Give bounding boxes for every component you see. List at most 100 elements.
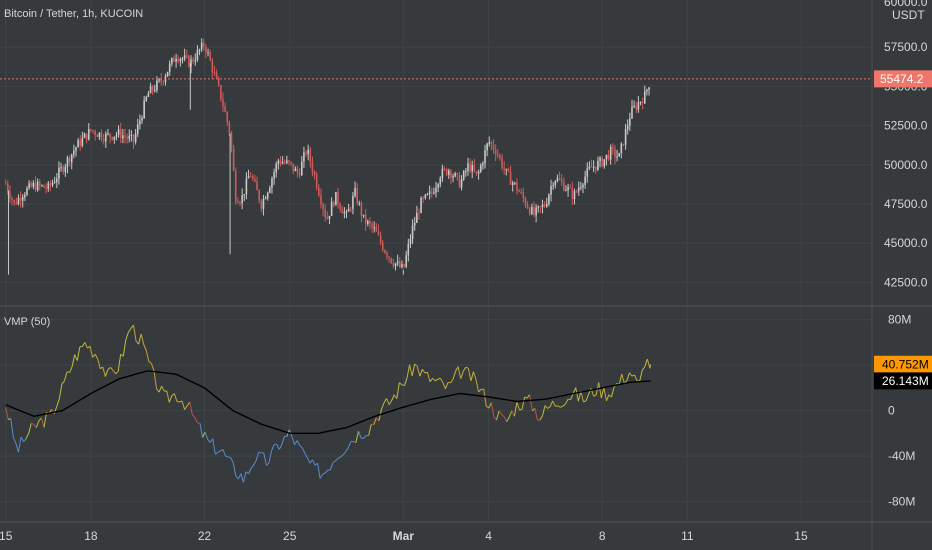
- candle-body: [409, 238, 412, 244]
- candle-body: [469, 163, 471, 172]
- vmp-segment: [207, 438, 211, 443]
- candle-body: [352, 196, 354, 209]
- candle-body: [488, 142, 491, 144]
- candle-body: [435, 187, 437, 193]
- candle-body: [211, 60, 214, 73]
- candle-body: [28, 183, 30, 189]
- vmp-segment: [373, 417, 377, 425]
- current-price-badge-label: 55474.2: [880, 72, 924, 86]
- candle-body: [102, 139, 105, 142]
- vmp-segment: [20, 436, 25, 442]
- vmp-segment: [483, 389, 487, 407]
- candle-body: [56, 178, 58, 183]
- vmp-segment: [56, 398, 60, 407]
- vmp-segment: [626, 372, 630, 381]
- price-tick-label: 45000.0: [884, 236, 928, 250]
- candle-body: [119, 129, 122, 139]
- vmp-segment: [199, 423, 204, 438]
- candle-body: [384, 250, 386, 253]
- vmp-value-badge-label: 40.752M: [882, 357, 929, 371]
- indicator-label[interactable]: VMP (50): [4, 316, 50, 328]
- vmp-segment: [127, 328, 132, 333]
- candle-body: [494, 149, 497, 155]
- vmp-tick-label: -80M: [888, 495, 915, 509]
- vmp-segment: [225, 455, 229, 458]
- vmp-segment: [506, 416, 510, 423]
- candle-body: [196, 50, 199, 60]
- vmp-segment: [278, 444, 283, 450]
- candle-body: [260, 200, 263, 209]
- candle-body: [328, 215, 331, 219]
- candle-body: [456, 173, 459, 175]
- vmp-segment: [598, 382, 602, 399]
- candle-body: [437, 184, 439, 188]
- candle-body: [428, 191, 431, 194]
- candle-body: [558, 178, 561, 180]
- vmp-segment: [324, 469, 329, 474]
- vmp-segment: [434, 378, 438, 382]
- vmp-segment: [631, 374, 635, 377]
- candle-body: [147, 93, 150, 97]
- candle-body: [560, 179, 563, 182]
- vmp-segment: [125, 332, 129, 340]
- vmp-segment: [222, 449, 226, 457]
- candle-body: [533, 206, 535, 216]
- candle-body: [149, 86, 152, 94]
- vmp-segment: [166, 390, 170, 403]
- currency-label: USDT: [892, 8, 925, 22]
- candle-body: [277, 160, 280, 165]
- vmp-segment: [263, 453, 267, 466]
- vmp-segment: [496, 410, 500, 421]
- candle-body: [60, 167, 62, 169]
- candle-body: [460, 179, 463, 188]
- candle-body: [422, 198, 425, 200]
- vmp-segment: [258, 451, 262, 454]
- vmp-segment: [76, 346, 81, 361]
- symbol-label[interactable]: Bitcoin / Tether, 1h, KUCOIN: [4, 8, 143, 20]
- candle-body: [269, 187, 271, 193]
- vmp-segment: [71, 354, 76, 367]
- candle-body: [51, 182, 54, 186]
- vmp-segment: [148, 361, 152, 364]
- candle-body: [537, 206, 540, 208]
- vmp-segment: [629, 372, 633, 377]
- price-tick-label: 50000.0: [884, 158, 928, 172]
- candle-body: [345, 211, 348, 213]
- candle-body: [64, 166, 67, 173]
- candle-body: [590, 166, 593, 168]
- candle-body: [288, 160, 290, 162]
- vmp-segment: [605, 394, 610, 401]
- candle-body: [337, 191, 339, 205]
- candle-body: [62, 167, 64, 173]
- candle-body: [98, 132, 101, 138]
- vmp-segment: [296, 440, 301, 446]
- candle-body: [279, 160, 282, 164]
- vmp-segment: [291, 436, 296, 446]
- candle-body: [19, 197, 22, 201]
- candle-body: [21, 197, 24, 201]
- vmp-segment: [347, 441, 352, 448]
- vmp-segment: [345, 447, 349, 453]
- vmp-segment: [217, 450, 221, 453]
- candle-body: [292, 163, 295, 172]
- candle-body: [220, 85, 222, 100]
- vmp-segment: [340, 454, 344, 458]
- vmp-segment: [649, 364, 651, 369]
- vmp-segment: [227, 456, 231, 459]
- vmp-segment: [355, 431, 359, 443]
- candle-body: [17, 197, 20, 205]
- vmp-segment: [488, 402, 492, 409]
- candle-body: [266, 192, 269, 199]
- candle-body: [577, 187, 580, 192]
- candle-body: [326, 217, 329, 219]
- vmp-segment: [38, 417, 42, 422]
- candle-body: [552, 184, 554, 187]
- vmp-segment: [28, 423, 32, 434]
- candle-body: [548, 194, 550, 204]
- vmp-segment: [271, 444, 275, 451]
- vmp-segment: [519, 408, 523, 411]
- candle-body: [364, 214, 367, 224]
- candle-body: [575, 191, 578, 193]
- candle-body: [473, 165, 476, 172]
